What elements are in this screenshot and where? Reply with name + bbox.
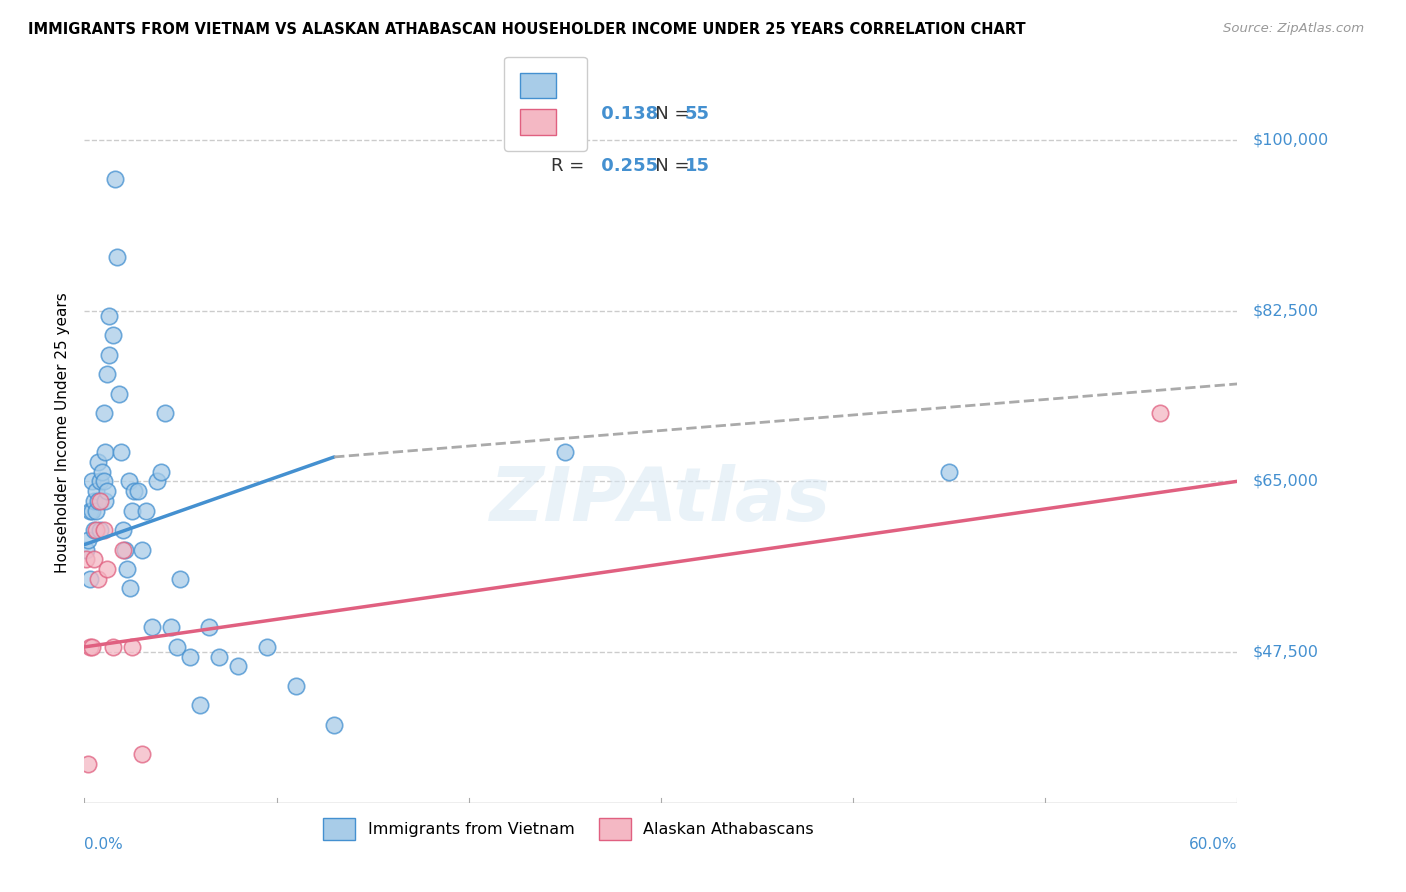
Point — [256, 640, 278, 654]
Point — [89, 475, 111, 489]
Point — [75, 542, 97, 557]
Text: R =: R = — [551, 157, 591, 175]
Point — [79, 503, 101, 517]
Point — [80, 475, 103, 489]
Point — [79, 572, 101, 586]
Point — [169, 572, 191, 586]
Text: $82,500: $82,500 — [1253, 303, 1319, 318]
Text: 55: 55 — [685, 105, 710, 123]
Point — [93, 523, 115, 537]
Point — [98, 309, 121, 323]
Point — [160, 620, 183, 634]
Point — [96, 562, 118, 576]
Point — [75, 552, 97, 566]
Point — [87, 455, 110, 469]
Legend: Immigrants from Vietnam, Alaskan Athabascans: Immigrants from Vietnam, Alaskan Athabas… — [316, 811, 820, 847]
Point — [84, 523, 107, 537]
Point — [284, 679, 307, 693]
Text: 0.255: 0.255 — [595, 157, 658, 175]
Point — [938, 465, 960, 479]
Point — [103, 328, 124, 343]
Text: Source: ZipAtlas.com: Source: ZipAtlas.com — [1223, 22, 1364, 36]
Point — [121, 503, 143, 517]
Point — [90, 465, 112, 479]
Point — [554, 445, 576, 459]
Text: R =: R = — [551, 105, 591, 123]
Point — [146, 475, 169, 489]
Point — [135, 503, 157, 517]
Point — [103, 640, 124, 654]
Point — [96, 367, 118, 381]
Point — [84, 503, 107, 517]
Point — [208, 649, 231, 664]
Point — [89, 493, 111, 508]
Point — [83, 552, 105, 566]
Point — [110, 445, 132, 459]
Text: $65,000: $65,000 — [1253, 474, 1319, 489]
Point — [124, 484, 146, 499]
Text: 60.0%: 60.0% — [1189, 837, 1237, 852]
Point — [1149, 406, 1171, 420]
Point — [323, 718, 346, 732]
Point — [114, 542, 136, 557]
Point — [111, 523, 134, 537]
Point — [198, 620, 221, 634]
Text: N =: N = — [638, 157, 695, 175]
Point — [127, 484, 149, 499]
Point — [80, 503, 103, 517]
Point — [166, 640, 188, 654]
Point — [83, 523, 105, 537]
Point — [105, 250, 128, 264]
Text: 0.0%: 0.0% — [84, 837, 124, 852]
Point — [87, 572, 110, 586]
Point — [179, 649, 201, 664]
Text: N =: N = — [638, 105, 695, 123]
Point — [111, 542, 134, 557]
Point — [93, 475, 115, 489]
Text: IMMIGRANTS FROM VIETNAM VS ALASKAN ATHABASCAN HOUSEHOLDER INCOME UNDER 25 YEARS : IMMIGRANTS FROM VIETNAM VS ALASKAN ATHAB… — [28, 22, 1026, 37]
Point — [83, 493, 105, 508]
Point — [79, 640, 101, 654]
Point — [150, 465, 173, 479]
Point — [226, 659, 249, 673]
Point — [117, 475, 139, 489]
Point — [77, 533, 100, 547]
Point — [120, 582, 142, 596]
Point — [115, 562, 138, 576]
Text: 15: 15 — [685, 157, 710, 175]
Y-axis label: Householder Income Under 25 years: Householder Income Under 25 years — [55, 293, 70, 573]
Point — [104, 172, 127, 186]
Point — [84, 484, 107, 499]
Point — [77, 756, 100, 771]
Point — [96, 484, 118, 499]
Text: $100,000: $100,000 — [1253, 133, 1329, 148]
Text: $47,500: $47,500 — [1253, 644, 1319, 659]
Text: ZIPAtlas: ZIPAtlas — [491, 465, 831, 537]
Point — [87, 493, 110, 508]
Point — [94, 445, 117, 459]
Text: 0.138: 0.138 — [595, 105, 658, 123]
Point — [80, 640, 103, 654]
Point — [131, 542, 153, 557]
Point — [131, 747, 153, 761]
Point — [94, 493, 117, 508]
Point — [121, 640, 143, 654]
Point — [188, 698, 211, 713]
Point — [153, 406, 176, 420]
Point — [108, 386, 131, 401]
Point — [98, 348, 121, 362]
Point — [141, 620, 163, 634]
Point — [89, 523, 111, 537]
Point — [93, 406, 115, 420]
